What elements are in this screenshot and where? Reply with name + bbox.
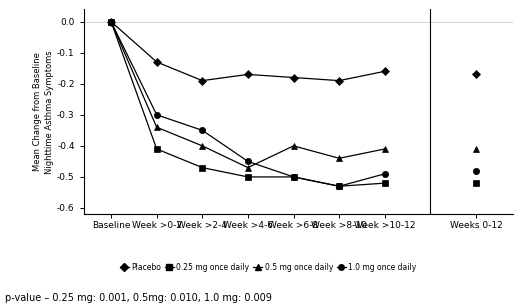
Text: p-value – 0.25 mg: 0.001, 0.5mg: 0.010, 1.0 mg: 0.009: p-value – 0.25 mg: 0.001, 0.5mg: 0.010, … xyxy=(5,293,272,303)
Legend: Placebo, 0.25 mg once daily, 0.5 mg once daily, 1.0 mg once daily: Placebo, 0.25 mg once daily, 0.5 mg once… xyxy=(120,263,416,272)
Y-axis label: Mean Change from Baseline
Nighttime Asthma Symptoms: Mean Change from Baseline Nighttime Asth… xyxy=(33,50,54,174)
